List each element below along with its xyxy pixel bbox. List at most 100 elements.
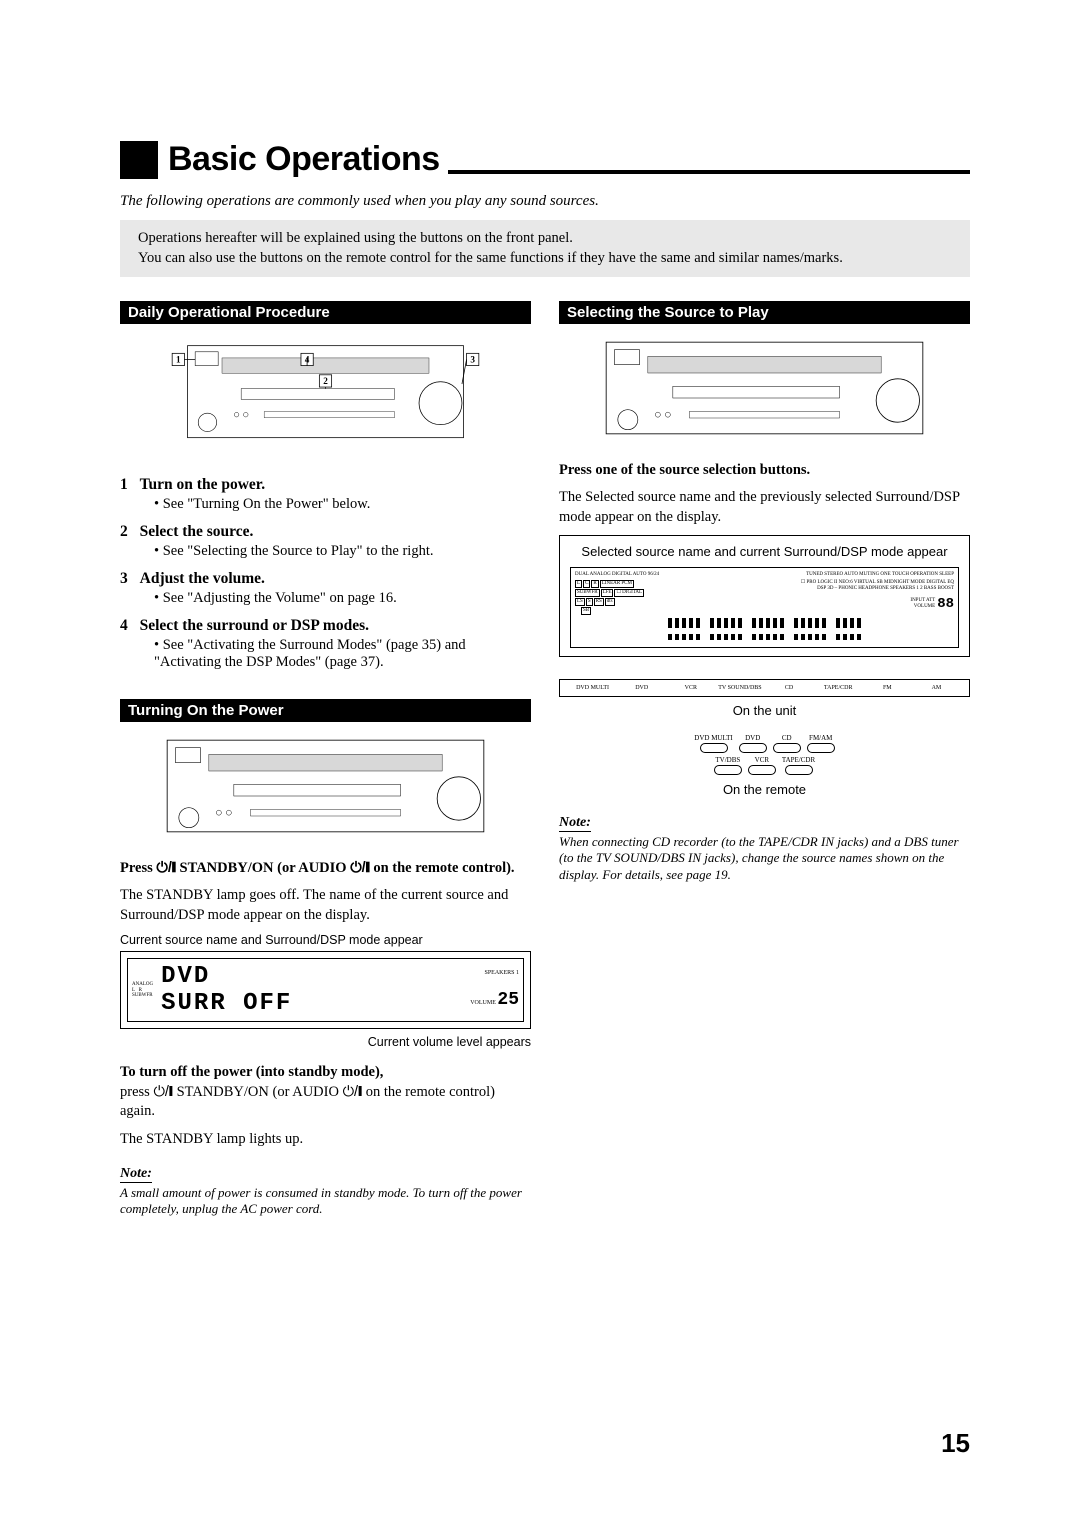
svg-text:3: 3 [470,354,475,364]
display-caption: Current source name and Surround/DSP mod… [120,933,531,947]
graybox-line: Operations hereafter will be explained u… [138,228,952,248]
text: TUNED STEREO AUTO MUTING ONE TOUCH OPERA… [806,572,954,578]
right-column: Selecting the Source to Play Press one o… [559,301,970,1219]
svg-text:2: 2 [323,376,328,386]
source-label: AM [912,685,961,691]
remote-button: CD [773,734,801,753]
page-title: Basic Operations [168,140,440,179]
display-caption: Selected source name and current Surroun… [570,544,959,560]
unit-source-buttons: DVD MULTI DVD VCR TV SOUND/DBS CD TAPE/C… [559,679,970,697]
main-heading-row: Basic Operations [120,140,970,179]
press-instruction: Press ⏻/❙ STANDBY/ON (or AUDIO ⏻/❙ on th… [120,859,531,879]
text: To turn off the power (into standby mode… [120,1064,383,1080]
step-number: 1 [120,476,128,493]
step-title: Select the surround or DSP modes. [140,617,369,634]
procedure-steps: 1 Turn on the power. See "Turning On the… [120,476,531,671]
segment-bars [575,631,954,643]
step-number: 4 [120,617,128,634]
remote-source-buttons: DVD MULTI DVD CD FM/AM TV/DBS VCR TAPE/C… [559,734,970,778]
power-icon: ⏻/❙ [343,1084,363,1100]
note-text: A small amount of power is consumed in s… [120,1185,531,1219]
info-graybox: Operations hereafter will be explained u… [120,220,970,277]
step-bullet: See "Adjusting the Volume" on page 16. [154,590,531,607]
graybox-line: You can also use the buttons on the remo… [138,248,952,268]
display-caption: Current volume level appears [120,1035,531,1049]
text: DSP 3D – PHONIC HEADPHONE SPEAKERS 1 2 B… [801,586,954,592]
receiver-figure [559,338,970,438]
source-label: CD [765,685,814,691]
note-text: When connecting CD recorder (to the TAPE… [559,834,970,885]
volume-value: 25 [497,990,519,1010]
heading-square-icon [120,141,158,179]
receiver-figure [120,736,531,836]
press-heading: Press one of the source selection button… [559,461,970,481]
step-bullet: See "Selecting the Source to Play" to th… [154,543,531,560]
indicator-tags: SB [575,607,644,615]
indicator-tags: SUBWFR LFE ☐ DIGITAL [575,589,644,597]
step-bullet: See "Activating the Surround Modes" (pag… [154,637,531,671]
step-item: 4 Select the surround or DSP modes. See … [120,617,531,671]
body-text: The STANDBY lamp goes off. The name of t… [120,886,531,925]
text: INPUT ATT VOLUME [910,598,935,610]
display-line: SURR OFF [161,990,462,1017]
text: Press [120,860,156,876]
turnoff-text: To turn off the power (into standby mode… [120,1063,531,1122]
display-right-labels: SPEAKERS 1 VOLUME 25 [470,970,519,1010]
receiver-callout-figure: 1 2 3 4 [120,338,531,453]
indicator-tags: L C R LINEAR PCM [575,580,644,588]
body-text: The STANDBY lamp lights up. [120,1130,531,1150]
source-label: TV SOUND/DBS [715,685,764,691]
remote-button: FM/AM [807,734,835,753]
intro-text: The following operations are commonly us… [120,193,970,210]
text: SPEAKERS 1 [470,970,519,976]
source-label: VCR [666,685,715,691]
display-line: DVD [161,963,462,990]
step-number: 3 [120,570,128,587]
caption: On the remote [559,782,970,797]
note-heading: Note: [559,815,591,832]
remote-button: DVD [739,734,767,753]
power-icon: ⏻/❙ [153,1084,173,1100]
lcd-display-figure: ANALOG L R SUBWFR DVD SURR OFF SPEAKERS … [120,951,531,1029]
remote-button: DVD MULTI [694,734,732,753]
lcd-indicator-panel: DUAL ANALOG DIGITAL AUTO 96/24 TUNED STE… [570,567,959,648]
step-item: 1 Turn on the power. See "Turning On the… [120,476,531,513]
display-left-labels: ANALOG L R SUBWFR [132,982,153,999]
source-display-figure: Selected source name and current Surroun… [559,535,970,656]
note-heading: Note: [120,1166,152,1183]
svg-text:1: 1 [176,354,181,364]
section-heading: Selecting the Source to Play [559,301,970,324]
text: press [120,1084,153,1100]
section-heading: Daily Operational Procedure [120,301,531,324]
heading-rule [448,170,970,174]
source-label: TAPE/CDR [814,685,863,691]
power-icon: ⏻/❙ [350,860,370,876]
remote-button: TAPE/CDR [782,756,815,775]
text: STANDBY/ON (or AUDIO [173,1084,343,1100]
text: VOLUME [470,1000,496,1006]
source-label: DVD MULTI [568,685,617,691]
step-title: Adjust the volume. [140,570,265,587]
source-label: FM [863,685,912,691]
step-title: Select the source. [140,523,254,540]
segment-bars [575,615,954,631]
display-main-text: DVD SURR OFF [161,963,462,1017]
step-item: 3 Adjust the volume. See "Adjusting the … [120,570,531,607]
step-title: Turn on the power. [140,476,265,493]
step-bullet: See "Turning On the Power" below. [154,496,531,513]
step-number: 2 [120,523,128,540]
volume-value: 88 [937,596,954,613]
section-heading: Turning On the Power [120,699,531,722]
power-icon: ⏻/❙ [156,860,176,876]
two-column-layout: Daily Operational Procedure 1 2 3 4 1 [120,301,970,1219]
indicator-tags: LS S RS dts [575,598,644,606]
remote-button: VCR [748,756,776,775]
caption: On the unit [559,703,970,718]
text: STANDBY/ON (or AUDIO [176,860,350,876]
page-number: 15 [941,1428,970,1459]
body-text: The Selected source name and the previou… [559,488,970,527]
left-column: Daily Operational Procedure 1 2 3 4 1 [120,301,531,1219]
text: DUAL ANALOG DIGITAL AUTO 96/24 [575,572,659,578]
text: on the remote control). [370,860,515,876]
text: ☐ PRO LOGIC II NEO:6 VIRTUAL SB MIDNIGHT… [801,580,954,586]
